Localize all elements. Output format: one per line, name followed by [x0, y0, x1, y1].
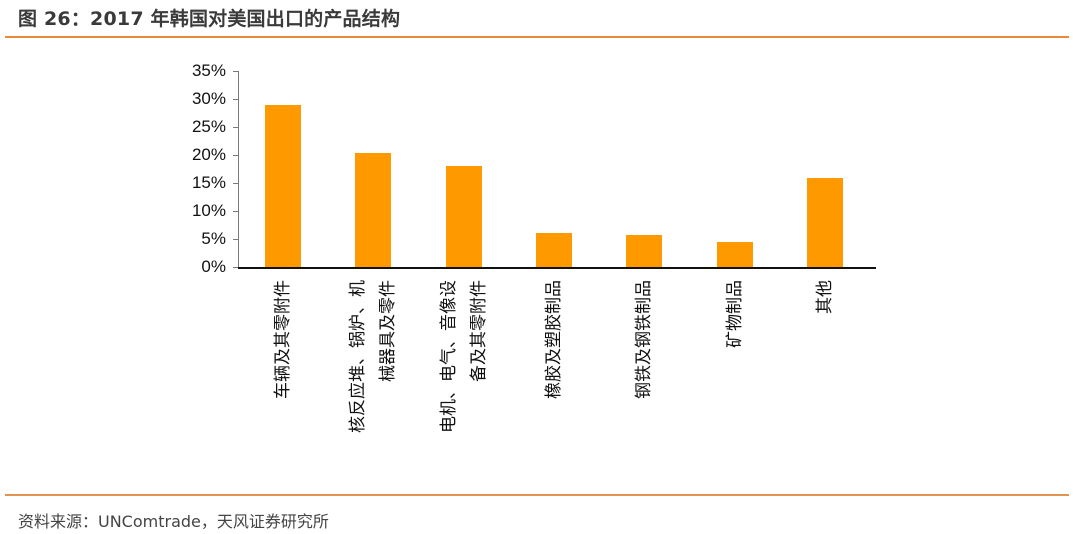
- bar: [445, 166, 482, 267]
- category-label-line: 备及其零附件: [468, 280, 489, 382]
- category-label-line: 械器具及零件: [378, 280, 399, 382]
- y-tick-label: 20%: [191, 145, 226, 164]
- x-axis: [238, 267, 876, 269]
- y-tick-label: 5%: [201, 229, 226, 248]
- category-label-line: 钢铁及钢铁制品: [634, 280, 655, 399]
- y-tick: [233, 239, 238, 240]
- title-divider: [5, 36, 1069, 38]
- y-tick: [233, 183, 238, 184]
- y-tick: [233, 71, 238, 72]
- y-tick: [233, 267, 238, 268]
- y-tick-label: 15%: [191, 173, 226, 192]
- footer-divider: [5, 494, 1069, 496]
- y-tick: [233, 155, 238, 156]
- category-label-line: 橡胶及塑胶制品: [544, 280, 564, 399]
- category-label-line: 车辆及其零附件: [273, 280, 294, 399]
- y-tick: [233, 99, 238, 100]
- y-tick-label: 10%: [191, 201, 226, 220]
- source-note: 资料来源：UNComtrade，天风证券研究所: [18, 512, 329, 531]
- y-tick: [233, 211, 238, 212]
- bar: [806, 177, 843, 267]
- y-tick-label: 0%: [201, 257, 226, 276]
- bar-chart: 0% 5% 10% 15% 20% 25% 30% 35% 车辆及其零附件 核反应堆、锅炉、机 械器…: [191, 61, 876, 433]
- bar: [265, 105, 302, 267]
- category-label-line: 矿物制品: [724, 280, 745, 348]
- y-tick-label: 35%: [191, 61, 226, 80]
- bar: [716, 241, 753, 267]
- bar: [355, 152, 392, 267]
- category-label-line: 电机、电气、音像设: [438, 280, 459, 433]
- figure-title: 图 26：2017 年韩国对美国出口的产品结构: [18, 8, 401, 30]
- y-tick: [233, 127, 238, 128]
- y-axis: [238, 71, 239, 268]
- category-label-line: 其他: [814, 280, 835, 314]
- bar: [536, 232, 572, 267]
- y-tick-label: 25%: [191, 117, 226, 136]
- category-label-line: 核反应堆、锅炉、机: [348, 280, 369, 433]
- bar: [626, 235, 663, 267]
- y-tick-label: 30%: [191, 89, 226, 108]
